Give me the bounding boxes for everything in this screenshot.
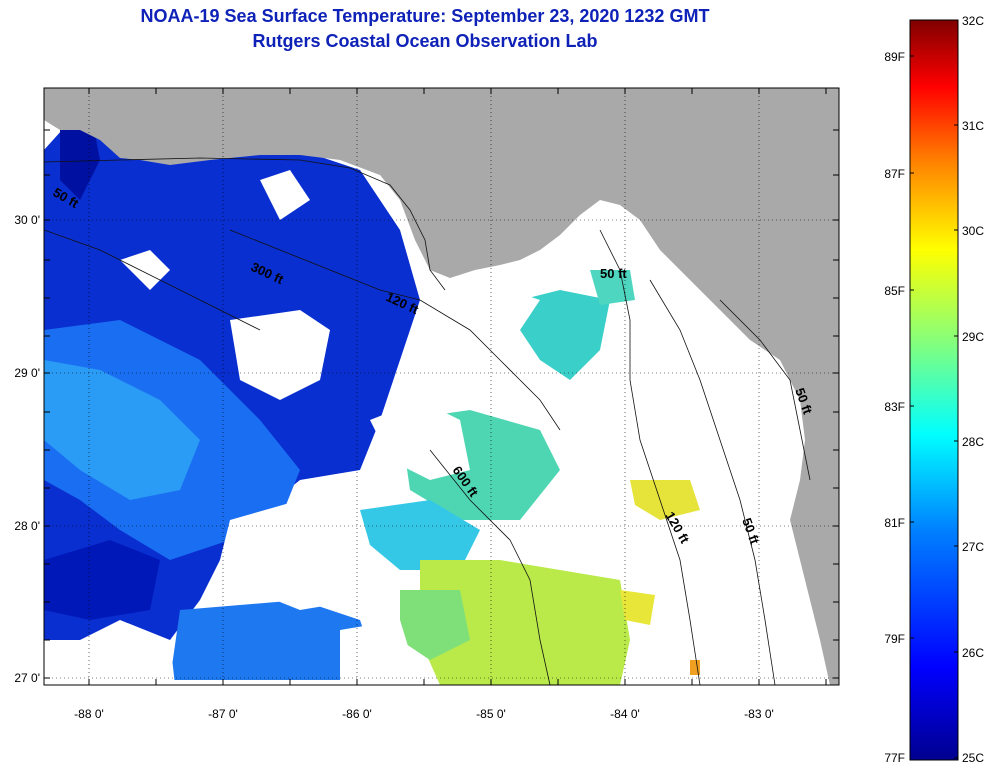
contour-label-50ft-bigbend: 50 ft [600, 266, 627, 281]
lon-tick-label: -83 0' [744, 707, 774, 721]
colorbar-celsius-label: 29C [962, 330, 984, 344]
sst-patch-blue-south [170, 600, 380, 680]
lon-tick-label: -84 0' [610, 707, 640, 721]
lat-tick-label: 29 0' [14, 366, 40, 380]
colorbar-ticks [910, 19, 958, 759]
sst-patch-yellow-spot [620, 590, 655, 625]
colorbar-fahrenheit-label: 81F [884, 516, 905, 530]
lat-tick-label: 30 0' [14, 213, 40, 227]
sst-patch-yellow-east [630, 480, 700, 520]
colorbar-fahrenheit-label: 87F [884, 167, 905, 181]
colorbar-fahrenheit-label: 89F [884, 50, 905, 64]
lon-tick-label: -88 0' [74, 707, 104, 721]
sst-patch-teal-east [590, 270, 635, 305]
lon-tick-label: -85 0' [476, 707, 506, 721]
sst-patch-cyan-mid [360, 500, 480, 570]
colorbar-celsius-label: 31C [962, 119, 984, 133]
lon-tick-label: -87 0' [208, 707, 238, 721]
sst-patch-light-blue [44, 360, 200, 500]
colorbar-fahrenheit-label: 79F [884, 632, 905, 646]
sst-map: -88 0' -87 0' -86 0' -85 0' -84 0' -83 0… [14, 87, 840, 721]
sst-patch-teal-north [520, 290, 610, 380]
colorbar-celsius-label: 26C [962, 646, 984, 660]
sst-patch-green [400, 590, 470, 660]
cloud-mask [44, 170, 630, 685]
bathymetry-contours [44, 157, 811, 685]
land-mass [44, 88, 839, 685]
colorbar-celsius-label: 28C [962, 435, 984, 449]
colorbar-gradient [909, 19, 959, 761]
lon-tick-label: -86 0' [342, 707, 372, 721]
sst-patch-yellow-green [420, 560, 630, 685]
map-frame [43, 87, 840, 686]
colorbar-celsius-label: 25C [962, 751, 984, 765]
graticule [44, 88, 839, 685]
lat-tick-label: 27 0' [14, 671, 40, 685]
map-title: NOAA-19 Sea Surface Temperature: Septemb… [140, 6, 710, 26]
temperature-colorbar: 32C 31C 30C 29C 28C 27C 26C 25C 89F 87F … [884, 14, 984, 765]
colorbar-fahrenheit-label: 85F [884, 284, 905, 298]
colorbar-fahrenheit-label: 83F [884, 400, 905, 414]
colorbar-celsius-label: 30C [962, 224, 984, 238]
colorbar-celsius-label: 27C [962, 540, 984, 554]
axis-ticks [44, 88, 839, 685]
colorbar-celsius-label: 32C [962, 14, 984, 28]
colorbar-fahrenheit-label: 77F [884, 751, 905, 765]
lat-tick-label: 28 0' [14, 519, 40, 533]
map-subtitle: Rutgers Coastal Ocean Observation Lab [252, 31, 598, 51]
sst-patch-navy-south [44, 540, 160, 620]
